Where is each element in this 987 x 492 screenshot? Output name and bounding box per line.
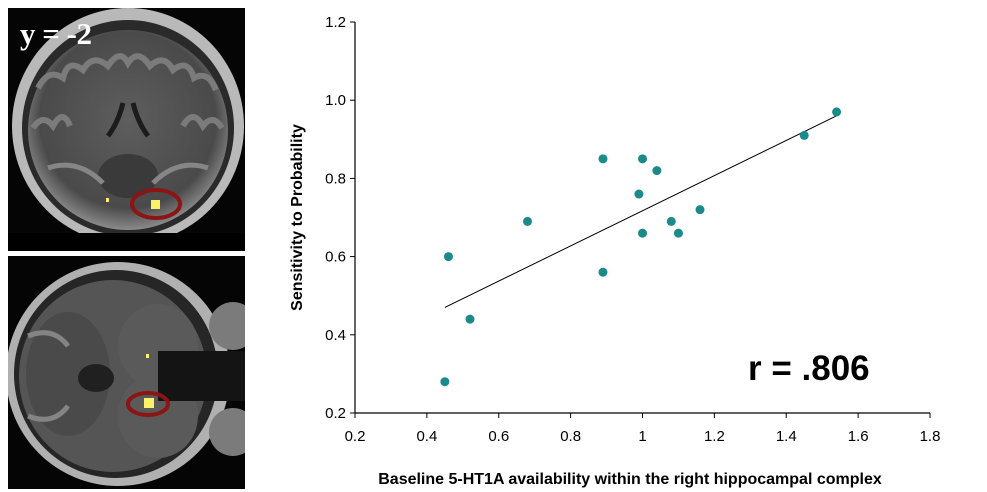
data-point (652, 166, 662, 176)
data-point (443, 252, 453, 262)
y-tick-label: 0.6 (325, 249, 346, 266)
data-point (523, 216, 532, 226)
x-tick-label: 1.2 (704, 428, 725, 445)
data-point (465, 314, 475, 324)
scatter-chart: 0.2 0.4 0.6 0.8 1.0 1.2 0.2 0.4 0.6 0.8 1 1.2 1.4 1.… (289, 14, 941, 488)
coronal-brain-slice: y = -2 (8, 8, 245, 251)
y-axis-ticks: 0.2 0.4 0.6 0.8 1.0 1.2 (325, 14, 355, 422)
slice-coordinate-label: y = -2 (20, 16, 92, 51)
roi-circle (126, 391, 170, 417)
x-tick-label: 0.4 (416, 428, 437, 445)
y-tick-label: 1.0 (325, 92, 346, 109)
data-point (598, 154, 608, 164)
data-points (440, 107, 842, 387)
x-axis-label: Baseline 5-HT1A availability within the … (378, 471, 882, 488)
data-point (598, 267, 608, 277)
data-point (638, 154, 647, 164)
coronal-brain-image (8, 8, 245, 251)
x-tick-label: 1 (638, 428, 646, 445)
data-point (666, 216, 676, 226)
data-point (440, 377, 450, 387)
data-point (799, 130, 809, 140)
x-axis-ticks: 0.2 0.4 0.6 0.8 1 1.2 1.4 1.6 1.8 (345, 413, 941, 445)
trend-line (444, 115, 837, 308)
x-tick-label: 0.6 (488, 428, 509, 445)
axial-brain-slice (8, 256, 245, 489)
x-tick-label: 1.4 (776, 428, 797, 445)
data-point (638, 228, 647, 238)
data-point (634, 189, 644, 199)
x-tick-label: 1.8 (920, 428, 941, 445)
axial-brain-image (8, 256, 245, 489)
data-point (695, 205, 705, 215)
x-tick-label: 0.2 (345, 428, 366, 445)
y-axis-label: Sensitivity to Probability (289, 124, 306, 311)
y-tick-label: 0.2 (325, 405, 346, 422)
y-tick-label: 0.4 (325, 327, 346, 344)
correlation-annotation: r = .806 (748, 349, 870, 388)
y-tick-label: 0.8 (325, 170, 346, 187)
y-tick-label: 1.2 (325, 14, 346, 31)
data-point (832, 107, 842, 117)
data-point (673, 228, 683, 238)
x-tick-label: 1.6 (848, 428, 869, 445)
roi-circle (130, 188, 182, 220)
x-tick-label: 0.8 (560, 428, 581, 445)
